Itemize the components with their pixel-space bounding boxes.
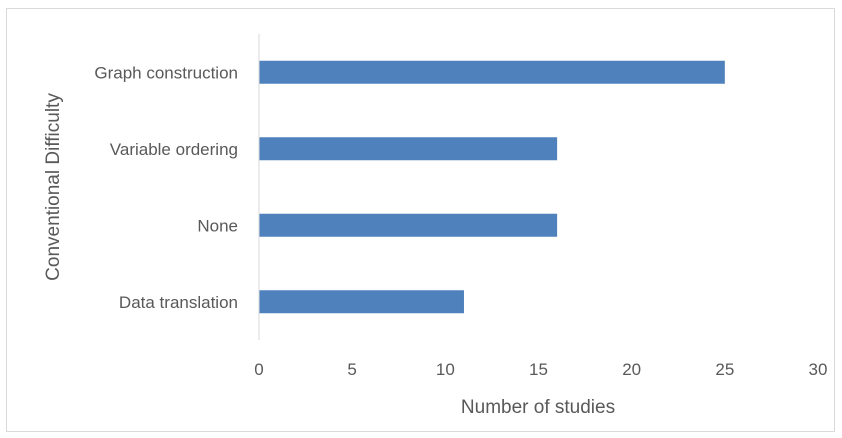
x-tick-label: 15 bbox=[529, 360, 548, 379]
bar-0 bbox=[259, 60, 725, 84]
bar-1 bbox=[259, 137, 558, 161]
x-axis-title: Number of studies bbox=[461, 397, 615, 418]
x-tick-label: 20 bbox=[622, 360, 641, 379]
x-tick-labels: 0 5 10 15 20 25 30 bbox=[254, 360, 827, 379]
bar-3 bbox=[259, 290, 464, 314]
x-tick-label: 25 bbox=[715, 360, 734, 379]
x-tick-label: 5 bbox=[347, 360, 356, 379]
x-tick-label: 0 bbox=[254, 360, 263, 379]
y-tick-label: None bbox=[197, 216, 238, 235]
y-tick-label: Variable ordering bbox=[110, 140, 238, 159]
x-tick-label: 10 bbox=[436, 360, 455, 379]
y-tick-label: Graph construction bbox=[94, 63, 238, 82]
y-tick-label: Data translation bbox=[119, 293, 238, 312]
y-tick-labels: Graph construction Variable ordering None D… bbox=[94, 63, 238, 312]
bar-2 bbox=[259, 213, 558, 237]
x-tick-label: 30 bbox=[809, 360, 828, 379]
y-axis-title: Conventional Difficulty bbox=[43, 93, 64, 281]
bars-group bbox=[259, 60, 725, 314]
